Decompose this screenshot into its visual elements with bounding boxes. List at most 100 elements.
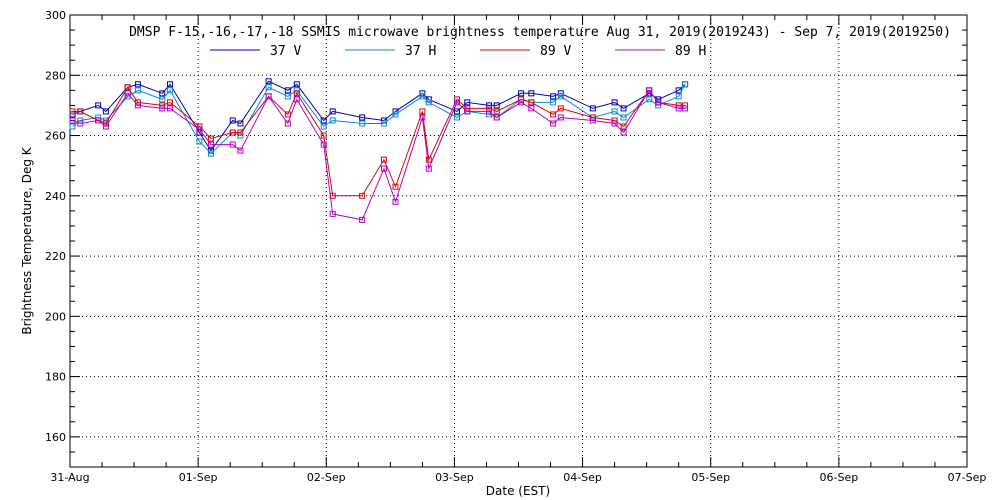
data-point-37h [329,117,336,124]
data-point-37h [69,123,76,130]
data-point-37h [196,138,203,145]
data-point-37v [518,90,525,97]
data-point-37v [675,87,682,94]
x-tick-label: 03-Sep [435,471,474,484]
data-point-89h [159,105,166,112]
data-point-37h [620,114,627,121]
data-point-37v [284,87,291,94]
x-axis-label: Date (EST) [486,484,550,498]
data-point-37h [166,87,173,94]
data-point-89h [493,114,500,121]
chart-title: DMSP F-15,-16,-17,-18 SSMIS microwave br… [129,25,951,40]
y-tick-label: 220 [45,250,66,263]
data-point-37v [293,81,300,88]
x-tick-labels: 31-Aug 01-Sep 02-Sep 03-Sep 04-Sep 05-Sep 06-S… [50,471,986,484]
data-point-89h [675,105,682,112]
data-point-89v [229,129,236,136]
data-point-89h [486,108,493,115]
data-point-89h [229,141,236,148]
data-point-89h [550,120,557,127]
data-point-37v [320,117,327,124]
data-point-37v [102,108,109,115]
data-point-89v [528,99,535,106]
data-point-37h [159,96,166,103]
series-89h [69,87,689,223]
data-point-89h [557,114,564,121]
data-point-37h [237,132,244,139]
legend-label: 37 V [270,44,301,59]
data-point-37h [419,93,426,100]
minor-ticks [69,14,968,468]
data-point-37h [320,123,327,130]
y-tick-label: 260 [45,130,66,143]
data-point-37v [589,105,596,112]
data-point-37v [550,93,557,100]
legend-label: 37 H [405,44,436,59]
data-point-89h [380,165,387,172]
data-point-89v [550,111,557,118]
data-point-37h [392,111,399,118]
legend-label: 89 H [675,44,706,59]
data-point-89h [207,141,214,148]
data-point-89h [528,105,535,112]
data-point-89v [293,90,300,97]
data-point-89v [392,183,399,190]
data-point-89h [134,102,141,109]
data-point-89v [359,192,366,199]
plot-frame [69,14,968,468]
data-point-89v [166,99,173,106]
y-tick-label: 280 [45,69,66,82]
data-point-89v [611,117,618,124]
data-point-37h [425,99,432,106]
legend: 37 V 37 H 89 V 89 H [210,44,706,59]
data-point-89h [284,120,291,127]
y-tick-label: 240 [45,190,66,203]
data-point-37h [557,93,564,100]
y-tick-label: 160 [45,431,66,444]
data-point-89h [464,108,471,115]
data-point-89v [620,123,627,130]
data-point-37h [207,150,214,157]
data-point-89h [620,129,627,136]
x-tick-label: 01-Sep [179,471,218,484]
data-point-89v [589,114,596,121]
data-point-89h [329,210,336,217]
data-point-89h [453,99,460,106]
data-point-37v [237,120,244,127]
data-point-89v [419,108,426,115]
data-point-37v [528,90,535,97]
data-point-89h [77,120,84,127]
data-point-89h [124,90,131,97]
x-tick-label: 06-Sep [820,471,859,484]
data-point-89h [682,105,689,112]
series-line-89h [72,89,686,221]
data-point-37v [159,90,166,97]
data-point-89v [207,135,214,142]
data-point-89h [237,147,244,154]
data-point-89v [557,105,564,112]
grid-lines [70,15,967,467]
data-point-89h [425,165,432,172]
data-point-89v [77,108,84,115]
data-point-89h [102,123,109,130]
data-point-37h [284,93,291,100]
x-tick-label: 02-Sep [307,471,346,484]
data-point-89v [380,156,387,163]
data-point-89h [646,87,653,94]
data-point-89v [320,132,327,139]
data-point-89v [425,156,432,163]
legend-entry-89v: 89 V [480,44,571,59]
data-point-37v [166,81,173,88]
data-point-37h [611,108,618,115]
series-layer [69,78,689,223]
data-point-89h [196,126,203,133]
data-point-89h [293,96,300,103]
data-point-37v [620,105,627,112]
data-point-89v [124,84,131,91]
data-point-89h [166,105,173,112]
y-tick-label: 200 [45,310,66,323]
legend-entry-37h: 37 H [345,44,436,59]
data-point-37h [682,81,689,88]
y-tick-labels: 160 180 200 220 240 260 280 300 [45,9,66,444]
y-tick-label: 180 [45,371,66,384]
